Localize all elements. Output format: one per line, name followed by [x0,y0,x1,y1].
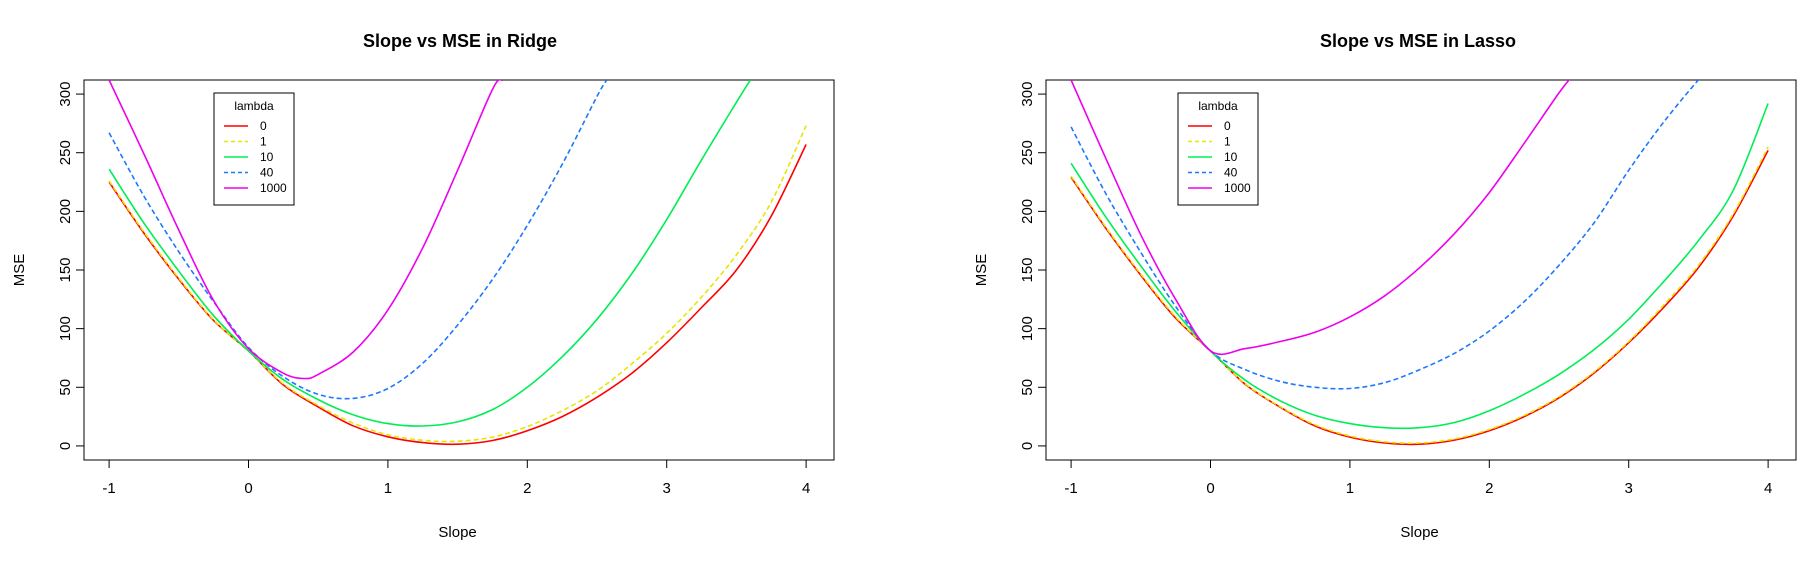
series-line-lambda-1 [1070,146,1769,444]
y-tick-label: 300 [57,82,74,107]
y-axis-label: MSE [11,254,28,287]
legend-label: 1 [260,135,267,149]
x-tick-label: -1 [102,480,115,497]
plot-area [83,79,835,461]
y-tick-label: 150 [1019,257,1036,282]
legend-label: 1 [1224,135,1231,149]
legend-title: lambda [234,99,274,113]
chart-title: Slope vs MSE in Lasso [1320,31,1516,51]
series-line-lambda-40 [108,80,608,400]
x-tick-label: 1 [1346,480,1354,497]
x-tick-label: 2 [523,480,531,497]
y-tick-label: 100 [1019,316,1036,341]
y-axis-label: MSE [973,254,990,287]
y-tick-label: 100 [57,316,74,341]
y-tick-label: 300 [1019,82,1036,107]
x-tick-label: 3 [663,480,671,497]
y-tick-label: 200 [1019,199,1036,224]
series-group [108,80,807,446]
lasso-chart-panel: Slope vs MSE in Lasso-1 0 1 2 3 4050100150200… [973,31,1797,541]
series-line-lambda-40 [1070,80,1700,390]
series-line-lambda-1000 [108,80,503,380]
x-tick-label: 0 [1206,480,1214,497]
legend-label: 10 [260,150,274,164]
x-tick-label: 4 [802,480,810,497]
x-axis-label: Slope [1400,524,1438,541]
y-tick-label: 50 [1019,379,1036,396]
legend-label: 0 [260,119,267,133]
legend-label: 40 [260,166,274,180]
y-tick-label: 200 [57,199,74,224]
chart-title: Slope vs MSE in Ridge [363,31,557,51]
legend-label: 1000 [1224,181,1251,195]
legend-label: 40 [1224,166,1238,180]
series-line-lambda-10 [108,80,752,427]
y-tick-label: 0 [1019,442,1036,450]
legend-box [213,92,295,206]
series-line-lambda-0 [1070,150,1769,446]
series-line-lambda-10 [1070,103,1769,430]
legend-title: lambda [1198,99,1238,113]
series-line-lambda-0 [108,144,807,446]
y-tick-label: 50 [57,379,74,396]
y-tick-label: 250 [57,140,74,165]
y-tick-label: 0 [57,442,74,450]
legend-label: 10 [1224,150,1238,164]
x-tick-label: 1 [384,480,392,497]
x-tick-label: 4 [1764,480,1772,497]
series-line-lambda-1000 [1070,80,1570,356]
ridge-chart-panel: Slope vs MSE in Ridge-1 0 1 2 3 4050100150200… [11,31,835,541]
legend-box [1177,92,1259,206]
x-tick-label: 2 [1485,480,1493,497]
legend-label: 0 [1224,119,1231,133]
series-group [1070,80,1769,446]
x-axis-label: Slope [438,524,476,541]
x-tick-label: -1 [1064,480,1077,497]
x-tick-label: 0 [244,480,252,497]
y-tick-label: 250 [1019,140,1036,165]
y-tick-label: 150 [57,257,74,282]
legend-label: 1000 [260,181,287,195]
x-tick-label: 3 [1625,480,1633,497]
